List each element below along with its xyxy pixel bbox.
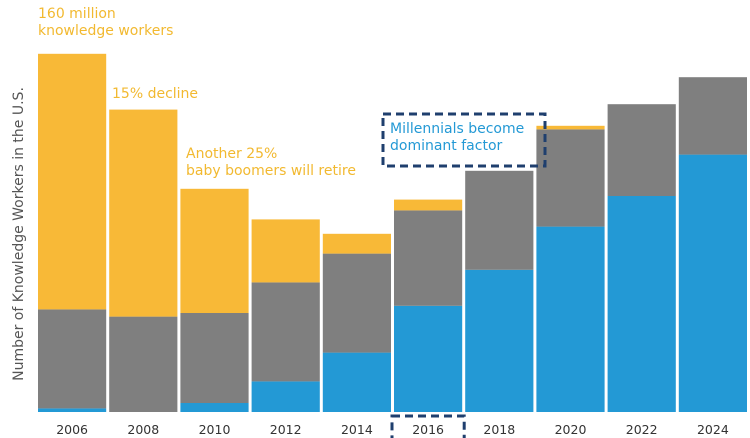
bar-2016-segment-1	[394, 210, 463, 306]
bar-2018-segment-0	[465, 269, 534, 412]
bar-2016-segment-0	[394, 305, 463, 412]
bar-2008-segment-1	[109, 316, 178, 412]
annotation-160-million: 160 million knowledge workers	[38, 6, 174, 39]
bar-2006-segment-0	[38, 408, 107, 412]
bar-2006-segment-1	[38, 309, 107, 409]
bar-2008-segment-2	[109, 109, 178, 317]
bar-2014-segment-0	[322, 352, 391, 412]
bar-2016-segment-2	[394, 199, 463, 211]
highlight-layer	[381, 112, 547, 438]
x-tick-2022: 2022	[626, 422, 658, 437]
bar-2020-segment-0	[536, 226, 605, 412]
x-tick-2024: 2024	[697, 422, 729, 437]
highlight-2016-box	[390, 414, 466, 438]
bar-2022-segment-0	[607, 196, 676, 412]
bar-2022-segment-1	[607, 104, 676, 196]
y-axis-label: Number of Knowledge Workers in the U.S.	[11, 87, 27, 381]
bars-layer	[38, 53, 747, 412]
bar-2018-segment-1	[465, 170, 534, 270]
x-tick-labels: 2006 2008 2010 2012 2014 2016 2018 2020 2022 2024	[56, 422, 729, 437]
bar-2012-segment-0	[251, 381, 320, 412]
bar-2012-segment-2	[251, 219, 320, 283]
x-tick-2006: 2006	[56, 422, 88, 437]
millennials-annotation-box	[381, 112, 547, 168]
x-tick-2018: 2018	[483, 422, 515, 437]
annotation-15-decline: 15% decline	[112, 86, 199, 102]
annotation-boomers-retire: Another 25% baby boomers will retire	[186, 146, 356, 179]
bar-2006-segment-2	[38, 53, 107, 310]
x-tick-2012: 2012	[270, 422, 302, 437]
bar-2020-segment-2	[536, 125, 605, 130]
bar-2010-segment-0	[180, 403, 249, 412]
x-tick-2016: 2016	[412, 422, 444, 437]
bar-2020-segment-1	[536, 129, 605, 227]
bar-2014-segment-1	[322, 253, 391, 353]
bar-2014-segment-2	[322, 233, 391, 254]
x-tick-2010: 2010	[199, 422, 231, 437]
bar-2010-segment-2	[180, 188, 249, 313]
bar-2024-segment-0	[678, 154, 747, 412]
x-tick-2008: 2008	[127, 422, 159, 437]
x-tick-2020: 2020	[555, 422, 587, 437]
x-tick-2014: 2014	[341, 422, 373, 437]
bar-2012-segment-1	[251, 282, 320, 382]
bar-2024-segment-1	[678, 77, 747, 155]
annotation-millennials: Millennials become dominant factor	[390, 121, 525, 154]
bar-2010-segment-1	[180, 313, 249, 403]
